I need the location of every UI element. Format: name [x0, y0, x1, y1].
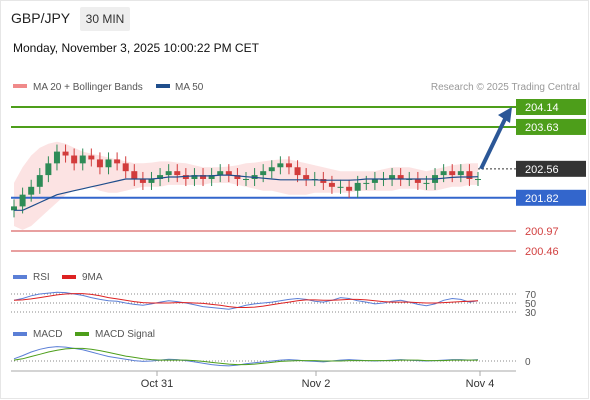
x-axis-ticks: Oct 31 Nov 2 Nov 4	[141, 371, 495, 390]
candle-body	[19, 194, 26, 207]
candle-body	[71, 155, 78, 164]
candle-body	[337, 186, 344, 188]
legend-rsi-label: RSI	[33, 272, 50, 283]
indicator-lines	[13, 107, 512, 367]
macd-zero-label: 0	[525, 357, 531, 368]
rsi-level-label-70: 70	[525, 290, 537, 301]
candle-body	[268, 167, 275, 172]
legend-macd-label: MACD	[33, 329, 62, 340]
legend-ma20-label: MA 20 + Bollinger Bands	[33, 82, 143, 93]
last-price-label: 202.56	[525, 164, 559, 176]
candle-body	[131, 171, 138, 179]
candle-body	[62, 151, 69, 156]
candle-body	[148, 179, 155, 183]
candle-body	[328, 182, 335, 187]
level-tag-203.63	[516, 118, 586, 135]
level-label-200.97: 200.97	[525, 226, 559, 238]
level-label-200.46: 200.46	[525, 246, 559, 258]
candle-body	[191, 175, 198, 179]
level-tag-204.14	[516, 99, 586, 115]
level-labels: 204.14 203.63 201.82 200.97 200.46 202.56 7050…	[516, 99, 586, 368]
candle-body	[260, 171, 267, 176]
candle-body	[105, 159, 112, 168]
candle-body	[208, 175, 215, 179]
projection-arrow-shaft	[479, 116, 508, 170]
candle-body	[45, 163, 52, 176]
candle-body	[423, 182, 430, 184]
legend-swatch-ma20	[13, 84, 27, 88]
candle-body	[200, 175, 207, 179]
candle-body	[389, 175, 396, 179]
candle-body	[165, 171, 172, 176]
candle-body	[174, 171, 181, 176]
timeframe-button[interactable]: 30 MIN	[80, 7, 130, 31]
candle-body	[285, 163, 292, 168]
rsi-9ma-line	[13, 293, 479, 308]
candle-body	[457, 171, 464, 176]
candle-body	[475, 179, 481, 180]
legend-swatch-macd	[13, 332, 27, 336]
copyright-text: Research © 2025 Trading Central	[431, 82, 580, 93]
candle-body	[354, 182, 361, 191]
last-price-tag	[516, 160, 586, 177]
legend-macd-signal-label: MACD Signal	[95, 329, 155, 340]
candle-body	[414, 179, 421, 183]
candle-body	[79, 155, 86, 164]
candle-body	[139, 179, 146, 183]
candle-body	[96, 159, 103, 168]
candle-body	[36, 175, 43, 187]
candle-body	[303, 175, 310, 179]
candle-body	[243, 179, 249, 180]
rsi-level-label-50: 50	[525, 299, 537, 310]
candle-body	[397, 175, 404, 179]
candle-body	[320, 179, 327, 183]
candle-body	[157, 175, 164, 179]
x-tick-label: Nov 4	[466, 378, 495, 390]
level-label-201.82: 201.82	[525, 193, 559, 205]
candle-body	[88, 155, 95, 160]
rsi-level-label-30: 30	[525, 308, 537, 319]
x-tick-label: Nov 2	[302, 378, 331, 390]
candle-body	[217, 171, 224, 176]
rsi-line	[13, 291, 479, 310]
candle-body	[225, 171, 232, 176]
candle-body	[440, 171, 447, 176]
candle-body	[371, 179, 378, 183]
candle-body	[363, 182, 370, 184]
legend-swatch-9ma	[62, 275, 76, 279]
level-label-204.14: 204.14	[525, 102, 559, 114]
candle-body	[114, 159, 121, 164]
candle-body	[11, 206, 17, 211]
candle-body	[449, 171, 456, 176]
x-tick-label: Oct 31	[141, 378, 173, 390]
candle-body	[346, 186, 353, 191]
candlesticks	[11, 144, 481, 218]
candle-body	[277, 163, 284, 168]
candle-body	[182, 175, 189, 179]
chart-datetime: Monday, November 3, 2025 10:00:22 PM CET	[13, 41, 259, 55]
legend-9ma-label: 9MA	[82, 272, 103, 283]
candle-body	[122, 163, 129, 172]
candle-body	[234, 175, 241, 179]
level-lines	[11, 106, 516, 362]
macd-signal-line	[13, 347, 478, 366]
instrument-name: GBP/JPY	[11, 10, 71, 26]
level-label-203.63: 203.63	[525, 122, 559, 134]
candle-body	[294, 167, 301, 176]
legend-swatch-ma50	[156, 84, 170, 88]
legend-swatch-macd-signal	[75, 332, 89, 336]
candle-body	[28, 186, 35, 195]
macd-line	[13, 346, 479, 367]
ma50-line	[14, 174, 479, 211]
legend-swatch-rsi	[13, 275, 27, 279]
level-tag-201.82	[516, 189, 586, 206]
projection-arrow-head	[498, 107, 512, 123]
candle-body	[466, 171, 473, 179]
legend-ma50-label: MA 50	[175, 82, 204, 93]
candle-body	[53, 151, 60, 164]
